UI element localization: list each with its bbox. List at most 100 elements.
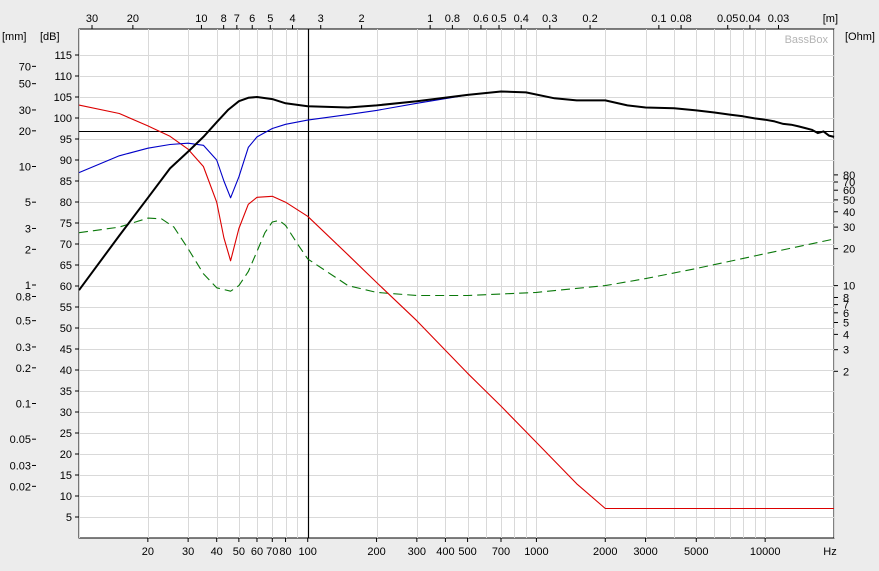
mm-tick-label: 70 xyxy=(19,61,31,73)
top-tick-label: 5 xyxy=(267,13,273,25)
plot-area xyxy=(78,28,835,539)
db-tick-label: 50 xyxy=(60,323,72,335)
db-tick-label: 100 xyxy=(54,113,72,125)
db-tick-label: 20 xyxy=(60,449,72,461)
hz-unit-label: Hz xyxy=(823,546,836,558)
x-tick-label: 400 xyxy=(436,546,454,558)
top-tick-label: 0.6 xyxy=(473,13,488,25)
top-tick-label: 0.3 xyxy=(542,13,557,25)
db-tick-label: 40 xyxy=(60,365,72,377)
reference-lines xyxy=(79,29,834,538)
db-tick-label: 95 xyxy=(60,134,72,146)
db-tick-label: 5 xyxy=(66,512,72,524)
top-tick-label: 0.5 xyxy=(491,13,506,25)
mm-tick-label: 50 xyxy=(19,79,31,91)
ohm-tick-label: 30 xyxy=(843,222,855,234)
ohm-tick-label: 2 xyxy=(843,366,849,378)
x-tick-label: 3000 xyxy=(633,546,657,558)
db-tick-label: 85 xyxy=(60,176,72,188)
ohm-tick-label: 20 xyxy=(843,244,855,256)
x-tick-label: 500 xyxy=(458,546,476,558)
db-tick-label: 25 xyxy=(60,428,72,440)
db-tick-label: 80 xyxy=(60,197,72,209)
top-tick-label: 0.04 xyxy=(739,13,760,25)
x-tick-label: 300 xyxy=(408,546,426,558)
db-tick-label: 70 xyxy=(60,239,72,251)
db-tick-label: 105 xyxy=(54,92,72,104)
top-tick-label: 7 xyxy=(234,13,240,25)
ohm-tick-label: 80 xyxy=(843,170,855,182)
top-tick-label: 6 xyxy=(249,13,255,25)
x-tick-label: 50 xyxy=(233,546,245,558)
mm-tick-label: 0.2 xyxy=(16,363,31,375)
mm-tick-label: 0.1 xyxy=(16,399,31,411)
mm-tick-label: 0.05 xyxy=(10,434,31,446)
x-tick-label: 40 xyxy=(211,546,223,558)
top-tick-label: 30 xyxy=(86,13,98,25)
ohm-tick-label: 40 xyxy=(843,207,855,219)
mm-tick-label: 0.02 xyxy=(10,481,31,493)
mm-tick-label: 3 xyxy=(25,223,31,235)
top-tick-label: 0.08 xyxy=(670,13,691,25)
ohm-tick-label: 3 xyxy=(843,345,849,357)
mm-unit-label: [mm] xyxy=(2,31,26,43)
ohm-tick-label: 6 xyxy=(843,308,849,320)
top-tick-label: 0.4 xyxy=(514,13,529,25)
spl-total-curve xyxy=(78,90,835,291)
x-tick-label: 1000 xyxy=(524,546,548,558)
db-tick-label: 55 xyxy=(60,302,72,314)
top-tick-label: 20 xyxy=(127,13,139,25)
db-tick-label: 115 xyxy=(54,50,72,62)
ohm-tick-label: 7 xyxy=(843,300,849,312)
x-tick-label: 60 xyxy=(251,546,263,558)
mm-tick-label: 10 xyxy=(19,162,31,174)
x-tick-label: 200 xyxy=(367,546,385,558)
db-tick-label: 10 xyxy=(60,491,72,503)
ohm-tick-label: 50 xyxy=(843,195,855,207)
top-tick-label: 0.05 xyxy=(717,13,738,25)
x-tick-label: 2000 xyxy=(593,546,617,558)
db-tick-label: 15 xyxy=(60,470,72,482)
mm-tick-label: 0.5 xyxy=(16,316,31,328)
top-tick-label: 2 xyxy=(359,13,365,25)
ohm-unit-label: [Ohm] xyxy=(845,31,875,43)
top-tick-label: 0.03 xyxy=(768,13,789,25)
top-tick-label: 0.1 xyxy=(651,13,666,25)
x-tick-label: 70 xyxy=(266,546,278,558)
brand-label: BassBox xyxy=(785,34,829,46)
axis-labels: 20 30 40 50 60 70 80 100 200 300 400 500 700 1000 2000… xyxy=(10,13,856,558)
excursion-curve xyxy=(78,104,834,510)
ohm-tick-label: 60 xyxy=(843,185,855,197)
x-tick-label: 30 xyxy=(182,546,194,558)
top-tick-label: 1 xyxy=(427,13,433,25)
x-tick-label: 10000 xyxy=(750,546,781,558)
db-unit-label: [dB] xyxy=(40,31,60,43)
mm-tick-label: 30 xyxy=(19,105,31,117)
db-tick-label: 90 xyxy=(60,155,72,167)
db-tick-label: 35 xyxy=(60,386,72,398)
x-tick-label: 80 xyxy=(279,546,291,558)
x-tick-label: 20 xyxy=(142,546,154,558)
ohm-tick-label: 4 xyxy=(843,329,849,341)
db-tick-label: 110 xyxy=(54,71,72,83)
mm-tick-label: 1 xyxy=(25,280,31,292)
x-tick-label: 700 xyxy=(492,546,510,558)
ohm-tick-label: 70 xyxy=(843,177,855,189)
db-tick-label: 60 xyxy=(60,281,72,293)
ohm-tick-label: 8 xyxy=(843,292,849,304)
impedance-curve xyxy=(78,217,835,297)
top-unit-label: [m] xyxy=(823,13,838,25)
ohm-tick-label: 5 xyxy=(843,318,849,330)
x-tick-label: 100 xyxy=(299,546,317,558)
top-tick-label: 0.2 xyxy=(582,13,597,25)
ohm-tick-label: 10 xyxy=(843,281,855,293)
mm-tick-label: 0.8 xyxy=(16,291,31,303)
db-tick-label: 30 xyxy=(60,407,72,419)
gridlines xyxy=(79,29,835,538)
db-tick-label: 65 xyxy=(60,260,72,272)
db-tick-label: 75 xyxy=(60,218,72,230)
top-tick-label: 3 xyxy=(318,13,324,25)
data-series xyxy=(78,90,835,510)
top-tick-label: 8 xyxy=(221,13,227,25)
top-tick-label: 10 xyxy=(195,13,207,25)
